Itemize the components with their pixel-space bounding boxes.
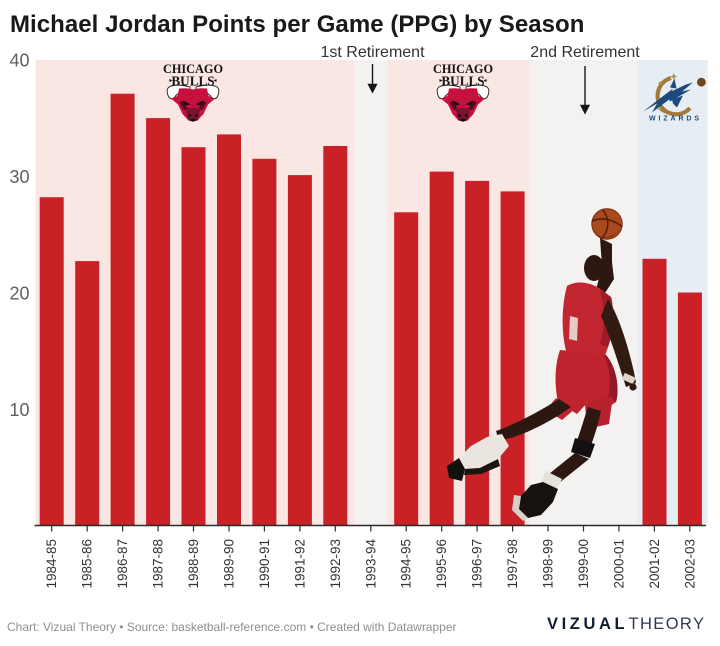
svg-text:1988-89: 1988-89 xyxy=(186,539,201,589)
svg-text:2000-01: 2000-01 xyxy=(611,539,626,589)
svg-text:1991-92: 1991-92 xyxy=(292,539,307,589)
svg-text:1990-91: 1990-91 xyxy=(257,539,272,589)
svg-text:1992-93: 1992-93 xyxy=(328,539,343,589)
svg-text:CHICAGO: CHICAGO xyxy=(163,62,223,76)
svg-text:VIZUAL: VIZUAL xyxy=(547,615,628,633)
svg-text:10: 10 xyxy=(9,400,29,420)
svg-text:Chart: Vizual Theory • Source:: Chart: Vizual Theory • Source: basketbal… xyxy=(7,620,457,634)
svg-text:BULLS: BULLS xyxy=(171,74,214,89)
svg-text:1995-96: 1995-96 xyxy=(434,539,449,589)
svg-text:40: 40 xyxy=(9,51,29,71)
svg-text:1993-94: 1993-94 xyxy=(363,538,378,588)
svg-text:1989-90: 1989-90 xyxy=(222,539,237,589)
svg-text:1st Retirement: 1st Retirement xyxy=(320,44,425,61)
svg-text:1999-00: 1999-00 xyxy=(576,539,591,589)
svg-text:30: 30 xyxy=(9,167,29,187)
svg-text:2nd Retirement: 2nd Retirement xyxy=(530,44,640,61)
svg-text:THEORY: THEORY xyxy=(629,615,706,633)
svg-text:1985-86: 1985-86 xyxy=(80,539,95,589)
svg-text:1998-99: 1998-99 xyxy=(541,539,556,589)
svg-text:WIZARDS: WIZARDS xyxy=(649,116,699,123)
svg-text:1987-88: 1987-88 xyxy=(151,539,166,589)
svg-text:1996-97: 1996-97 xyxy=(470,539,485,589)
svg-text:Michael Jordan Points per Game: Michael Jordan Points per Game (PPG) by … xyxy=(10,11,584,38)
svg-text:1997-98: 1997-98 xyxy=(505,539,520,589)
svg-text:1994-95: 1994-95 xyxy=(399,539,414,589)
svg-text:2001-02: 2001-02 xyxy=(647,539,662,589)
svg-text:2002-03: 2002-03 xyxy=(682,539,697,589)
svg-text:1986-87: 1986-87 xyxy=(115,539,130,589)
svg-text:1984-85: 1984-85 xyxy=(44,539,59,589)
svg-text:20: 20 xyxy=(9,284,29,304)
